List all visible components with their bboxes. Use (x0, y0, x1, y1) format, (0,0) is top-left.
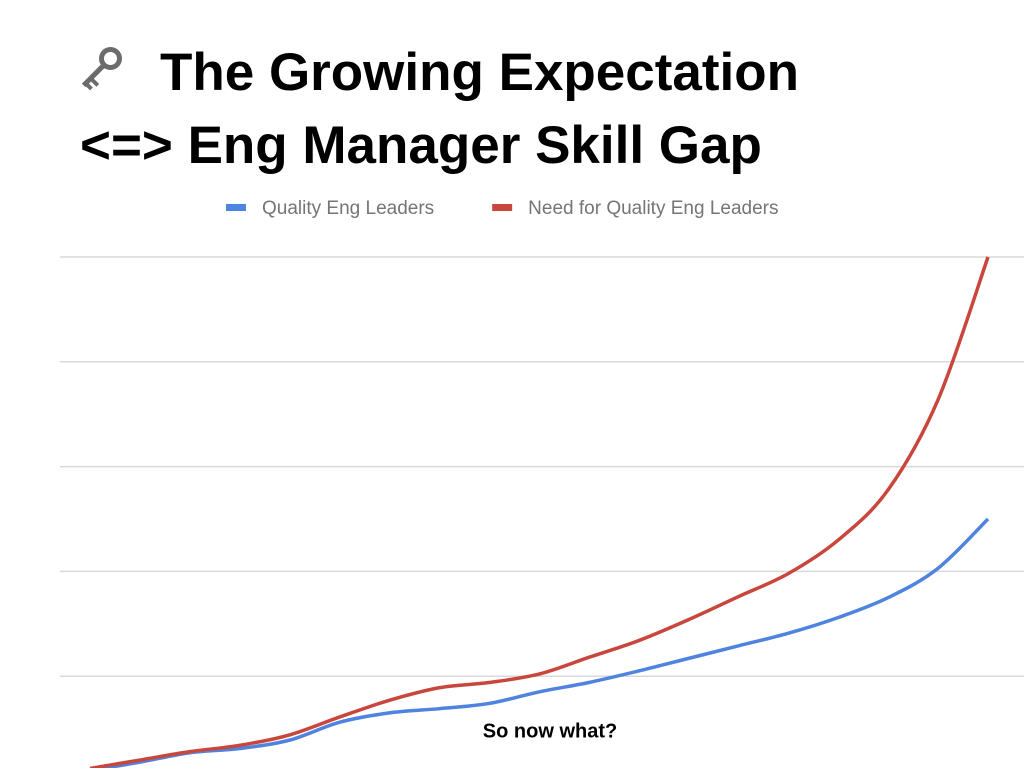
legend: Quality Eng Leaders Need for Quality Eng … (226, 198, 778, 219)
plot (89, 256, 990, 768)
title-line: <=> Eng Manager Skill Gap (80, 116, 762, 175)
line-series (89, 256, 990, 768)
title-line: The Growing Expectation (160, 43, 799, 102)
key-icon (81, 47, 122, 91)
legend-label: Need for Quality Eng Leaders (528, 198, 778, 219)
grid (60, 256, 1024, 677)
line-series (94, 517, 990, 768)
legend-swatch (492, 204, 513, 211)
legend-label: Quality Eng Leaders (262, 198, 434, 219)
legend-swatch (226, 204, 246, 211)
caption: So now what? (483, 720, 617, 742)
